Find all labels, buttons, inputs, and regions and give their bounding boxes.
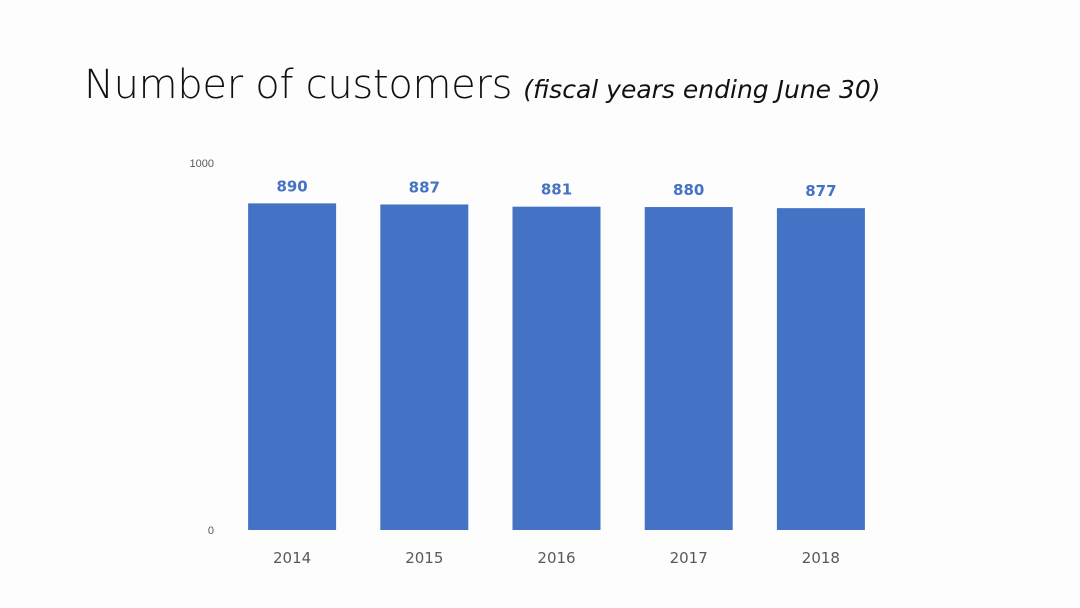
data-labels-group: 890 887 881 880 877 [276, 177, 836, 200]
y-tick-label: 0 [208, 525, 214, 537]
data-label-2015: 887 [409, 178, 440, 196]
data-label-2017: 880 [673, 181, 704, 199]
bar-2015 [380, 204, 469, 530]
bar-2018 [776, 208, 865, 531]
data-label-2014: 890 [276, 177, 307, 195]
title-subtitle: (fiscal years ending June 30) [523, 75, 881, 104]
bar-2014 [248, 203, 337, 530]
x-tick-label-2016: 2016 [537, 549, 575, 567]
x-tick-label-2017: 2017 [670, 549, 708, 567]
y-axis-ticks: 0 1000 [190, 158, 214, 537]
x-tick-label-2014: 2014 [273, 549, 311, 567]
bar-2017 [644, 207, 733, 531]
data-label-2016: 881 [541, 181, 572, 199]
x-tick-label-2018: 2018 [802, 549, 840, 567]
title-main: Number of customers [84, 62, 513, 108]
data-label-2018: 877 [805, 182, 836, 200]
bars-group [248, 203, 865, 531]
x-axis-ticks: 2014 2015 2016 2017 2018 [273, 549, 840, 567]
bar-2016 [512, 206, 601, 530]
slide-title: Number of customers (fiscal years ending… [84, 62, 881, 108]
y-tick-label: 1000 [190, 158, 214, 170]
x-tick-label-2015: 2015 [405, 549, 443, 567]
